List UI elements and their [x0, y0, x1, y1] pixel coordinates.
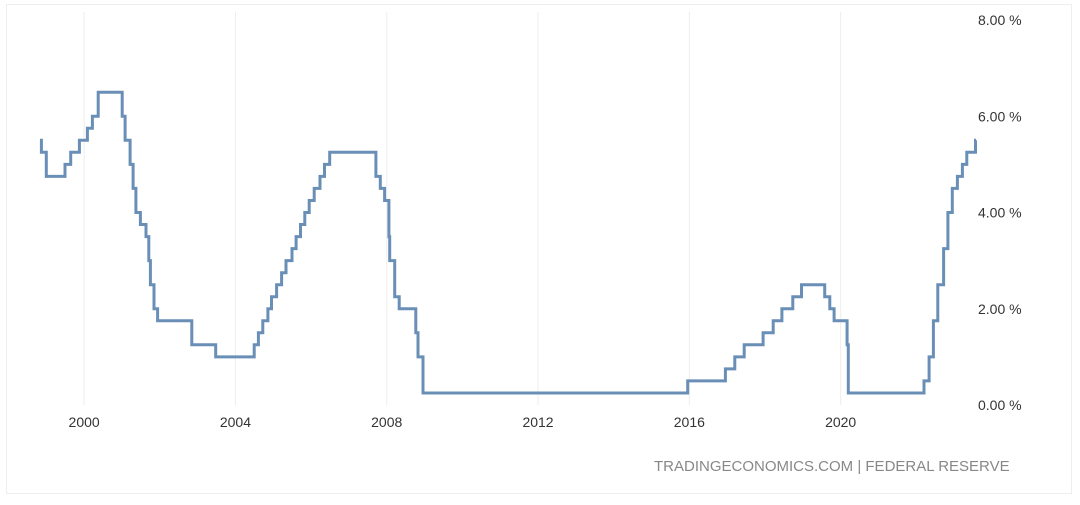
x-tick-label: 2020 — [825, 414, 856, 430]
y-tick-label: 0.00 % — [978, 397, 1022, 413]
x-tick-label: 2016 — [674, 414, 705, 430]
series-line-0 — [39, 90, 977, 395]
y-axis-ticks: 0.00 % 2.00 % 4.00 % 6.00 % 8.00 % — [978, 12, 1022, 413]
x-tick-label: 2012 — [522, 414, 553, 430]
chart-frame — [6, 4, 1072, 494]
y-tick-label: 2.00 % — [978, 301, 1022, 317]
x-tick-label: 2008 — [371, 414, 402, 430]
y-tick-label: 8.00 % — [978, 12, 1022, 28]
grid-lines — [83, 12, 842, 405]
y-tick-label: 4.00 % — [978, 205, 1022, 221]
x-tick-label: 2004 — [220, 414, 251, 430]
source-attribution: TRADINGECONOMICS.COM | FEDERAL RESERVE — [654, 458, 1010, 475]
series-layer — [39, 90, 977, 395]
y-tick-label: 6.00 % — [978, 108, 1022, 124]
x-tick-label: 2000 — [69, 414, 100, 430]
x-axis-ticks: 2000 2004 2008 2012 2016 2020 — [69, 414, 857, 430]
